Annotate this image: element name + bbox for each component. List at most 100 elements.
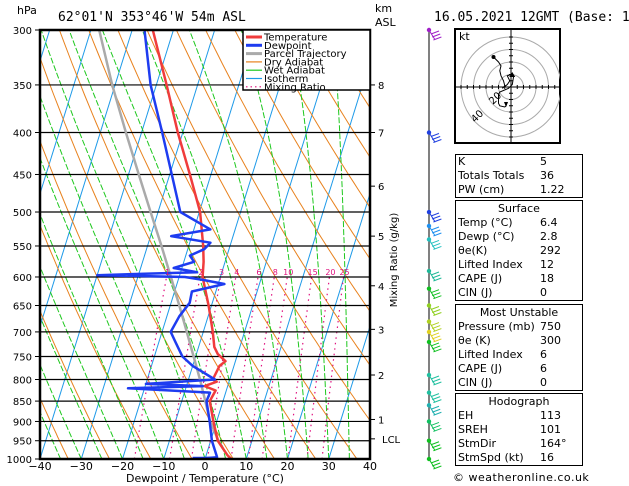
wind-barb-feather — [433, 338, 442, 343]
temperature-tick-label: −30 — [70, 460, 93, 473]
mixing-ratio-line — [247, 276, 275, 459]
index-value: 164° — [540, 437, 567, 450]
pressure-axis: 300 350 400 450 500 550 600 650 700 750 800 850 900 9… — [7, 26, 40, 466]
index-value: 113 — [540, 409, 561, 422]
wind-barb-feather — [433, 139, 442, 143]
wind-barb-feather — [430, 289, 440, 294]
hodograph-trace — [493, 56, 515, 108]
dry-adiabat-line — [40, 397, 69, 459]
index-row-pw: PW (cm) 1.22 — [456, 183, 582, 197]
index-label: CAPE (J) — [458, 362, 503, 375]
profiles — [95, 30, 233, 459]
index-value: 6 — [540, 362, 547, 375]
wind-barb-feather — [433, 411, 442, 416]
temperature-tick-label: 10 — [239, 460, 253, 473]
mixing-ratio-label: 8 — [273, 268, 278, 277]
wind-barb-shaft — [428, 29, 436, 41]
index-value: 0 — [540, 376, 547, 389]
km-tick-label: 4 — [378, 282, 384, 293]
index-label: CIN (J) — [458, 286, 493, 299]
wind-barb-feather — [433, 427, 442, 432]
mixing-ratio-line — [321, 276, 345, 459]
index-label: Pressure (mb) — [458, 320, 535, 333]
pressure-tick-label: 700 — [13, 328, 32, 339]
wind-barb-feather — [430, 133, 440, 137]
wind-barb-feather — [432, 274, 441, 279]
mu-row: CAPE (J) 6 — [456, 362, 582, 376]
pressure-tick-label: 300 — [13, 26, 32, 37]
wind-barb-feather — [433, 399, 442, 404]
temperature-tick-label: −20 — [111, 460, 134, 473]
wet-adiabat-line — [40, 265, 123, 459]
wind-barb-feather — [433, 381, 442, 386]
isotherm-line — [40, 30, 174, 459]
wind-barb-feather — [432, 325, 441, 330]
dry-adiabat-line — [58, 30, 275, 459]
wind-barb-shaft — [428, 421, 436, 432]
wind-barb-shaft — [428, 225, 436, 237]
wind-barb-feather — [432, 292, 441, 297]
index-label: Totals Totals — [458, 169, 525, 182]
isotherm-line — [163, 30, 298, 459]
wind-barb-shaft — [428, 458, 436, 470]
index-value: 2.8 — [540, 230, 558, 243]
dry-adiabat-line — [40, 139, 193, 459]
location-title: 62°01'N 353°46'W 54m ASL — [58, 10, 246, 25]
hodograph-frame — [454, 28, 561, 144]
km-tick-label: 1 — [378, 415, 384, 426]
mixing-ratio-line — [306, 276, 330, 459]
wind-barb-dot — [426, 329, 432, 335]
wind-barbs — [426, 27, 442, 470]
index-value: 0 — [540, 286, 547, 299]
wet-adiabat-line — [332, 30, 350, 459]
wet-adiabat-line — [40, 94, 185, 459]
mixing-ratio-label: 1 — [165, 268, 170, 277]
wind-barb-feather — [430, 239, 440, 244]
index-label: θe (K) — [458, 334, 491, 347]
dry-adiabat-line — [40, 309, 110, 459]
index-value: 300 — [540, 334, 561, 347]
wind-barb-feather — [432, 396, 441, 401]
pressure-tick-label: 500 — [13, 208, 32, 219]
most-unstable-title: Most Unstable — [479, 306, 559, 319]
index-label: CIN (J) — [458, 376, 493, 389]
wet-adiabat-line — [40, 315, 103, 459]
wind-barb-feather — [432, 229, 441, 234]
hpa-label: hPa — [17, 4, 37, 17]
mixing-ratio-label: 25 — [339, 268, 349, 277]
pressure-tick-label: 800 — [13, 375, 32, 386]
mixing-ratio-label: 10 — [283, 268, 293, 277]
surface-row: Dewp (°C) 2.8 — [456, 230, 582, 244]
hodograph-unit-label: kt — [459, 30, 470, 43]
pressure-tick-label: 1000 — [7, 455, 32, 466]
dry-adiabat-line — [263, 30, 370, 209]
wind-barb-feather — [432, 424, 441, 429]
index-label: PW (cm) — [458, 183, 505, 196]
mixing-ratio-label: 4 — [234, 268, 239, 277]
wind-barb-feather — [432, 378, 441, 383]
surface-row: CIN (J) 0 — [456, 286, 582, 300]
index-label: θe(K) — [458, 244, 488, 257]
dry-adiabat-line — [205, 30, 370, 313]
wet-adiabat-line — [40, 212, 144, 459]
index-value: 12 — [540, 258, 554, 271]
wind-barb-shaft — [428, 288, 436, 299]
index-value: 16 — [540, 451, 554, 464]
mixing-ratio-label: 3 — [219, 268, 224, 277]
index-value: 750 — [540, 320, 561, 333]
hodograph-surface-marker — [504, 102, 508, 107]
surface-panel: Surface Temp (°C) 6.4 Dewp (°C) 2.8 θe(K) 2… — [455, 200, 583, 301]
km-axis: 8 7 6 5 4 3 2 1 LCL — [370, 81, 401, 446]
surface-row: Lifted Index 12 — [456, 258, 582, 272]
mixing-ratio-label: 20 — [325, 268, 335, 277]
index-value: 292 — [540, 244, 561, 257]
pressure-tick-label: 600 — [13, 273, 32, 284]
index-row-totals: Totals Totals 36 — [456, 169, 582, 183]
legend-label: Temperature — [263, 33, 327, 44]
wind-barb-shaft — [428, 374, 436, 386]
wind-barb-feather — [433, 295, 442, 300]
hodograph-storm-marker — [509, 72, 516, 77]
isotherm-line — [40, 30, 133, 329]
index-value: 5 — [540, 155, 547, 168]
